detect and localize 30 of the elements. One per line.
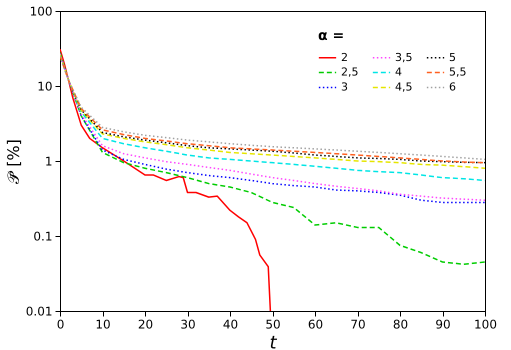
y-tick-label: 1 (44, 154, 52, 168)
legend-title: α = (318, 28, 344, 44)
y-tick-label: 0.01 (26, 304, 52, 318)
x-tick-label: 60 (308, 318, 324, 332)
x-tick-label: 100 (474, 318, 497, 332)
line-series (60, 52, 485, 266)
legend-label: 5,5 (449, 66, 466, 78)
x-tick-label: 90 (435, 318, 451, 332)
legend-label: 4 (395, 66, 402, 78)
y-tick-label: 100 (30, 4, 52, 18)
x-tick-label: 50 (265, 318, 281, 332)
x-tick-label: 0 (56, 318, 64, 332)
y-tick-label: 10 (37, 80, 52, 94)
x-tick-label: 10 (95, 318, 111, 332)
legend-label: 2 (341, 50, 348, 64)
x-tick-label: 70 (350, 318, 366, 332)
legend-label: 5 (449, 50, 456, 64)
legend-label: 2,5 (341, 66, 358, 78)
y-axis-title: 𝒫̄ [%] (4, 139, 23, 184)
y-tick-label: 0.1 (33, 230, 52, 244)
legend-label: 6 (449, 80, 456, 94)
x-tick-label: 80 (392, 318, 408, 332)
legend-label: 4,5 (395, 80, 412, 94)
legend-label: 3 (341, 80, 348, 94)
x-tick-label: 30 (180, 318, 196, 332)
line-series (60, 48, 272, 311)
x-tick-label: 40 (222, 318, 238, 332)
x-tick-label: 20 (138, 318, 154, 332)
legend-label: 3,5 (395, 50, 412, 64)
x-axis-title: t (269, 332, 278, 350)
